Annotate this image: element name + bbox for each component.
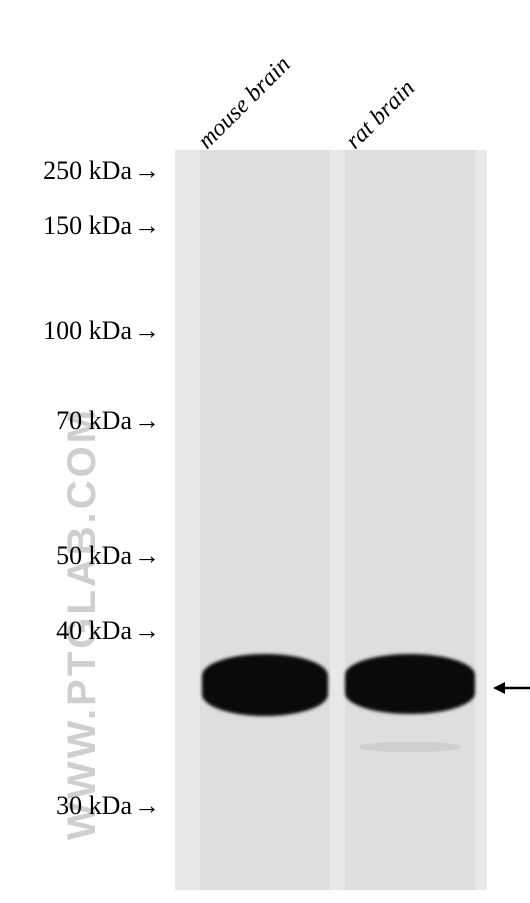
marker-label-2: 100 kDa→ [43,316,160,346]
lane-label-0: mouse brain [193,52,296,155]
arrow-right-icon: → [134,316,160,346]
arrow-right-icon: → [134,616,160,646]
band-lane0 [202,654,328,716]
arrow-right-icon: → [134,541,160,571]
marker-label-4: 50 kDa→ [56,541,160,571]
lane-0 [200,150,330,890]
marker-label-0: 250 kDa→ [43,156,160,186]
band-indicator-arrow [493,678,530,698]
marker-label-1: 150 kDa→ [43,211,160,241]
lane-1 [345,150,475,890]
arrow-right-icon: → [134,791,160,821]
arrow-right-icon: → [134,211,160,241]
marker-label-3: 70 kDa→ [56,406,160,436]
western-blot-figure: WWW.PTGLAB.COM mouse brainrat brain 250 … [0,0,530,903]
lane-label-1: rat brain [341,75,421,155]
arrow-right-icon: → [134,156,160,186]
marker-label-6: 30 kDa→ [56,791,160,821]
faint-band-lane1 [360,742,460,752]
band-lane1 [345,654,475,714]
arrow-right-icon: → [134,406,160,436]
marker-label-5: 40 kDa→ [56,616,160,646]
lane-labels: mouse brainrat brain [0,0,530,140]
